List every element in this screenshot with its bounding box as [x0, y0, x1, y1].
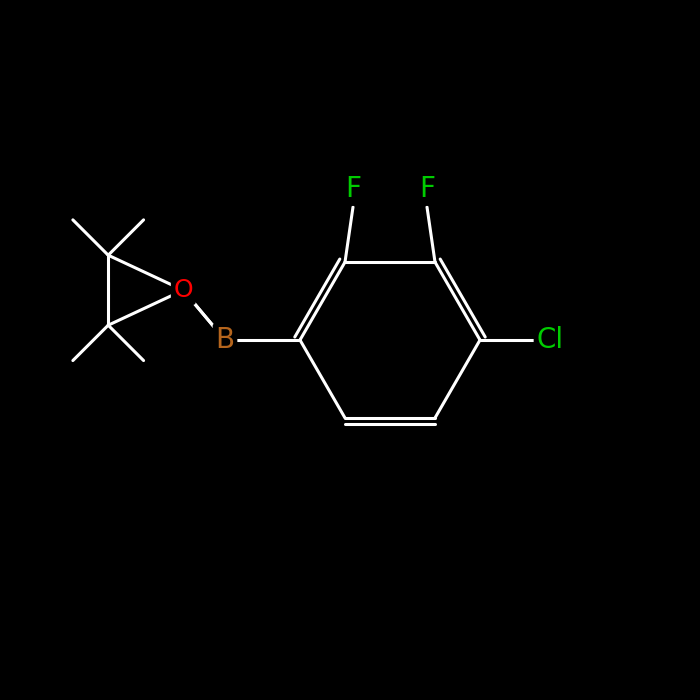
- Text: O: O: [174, 278, 193, 302]
- Text: Cl: Cl: [536, 326, 564, 354]
- Text: F: F: [419, 175, 435, 203]
- Text: F: F: [345, 175, 361, 203]
- Text: O: O: [174, 278, 193, 302]
- Text: B: B: [216, 326, 234, 354]
